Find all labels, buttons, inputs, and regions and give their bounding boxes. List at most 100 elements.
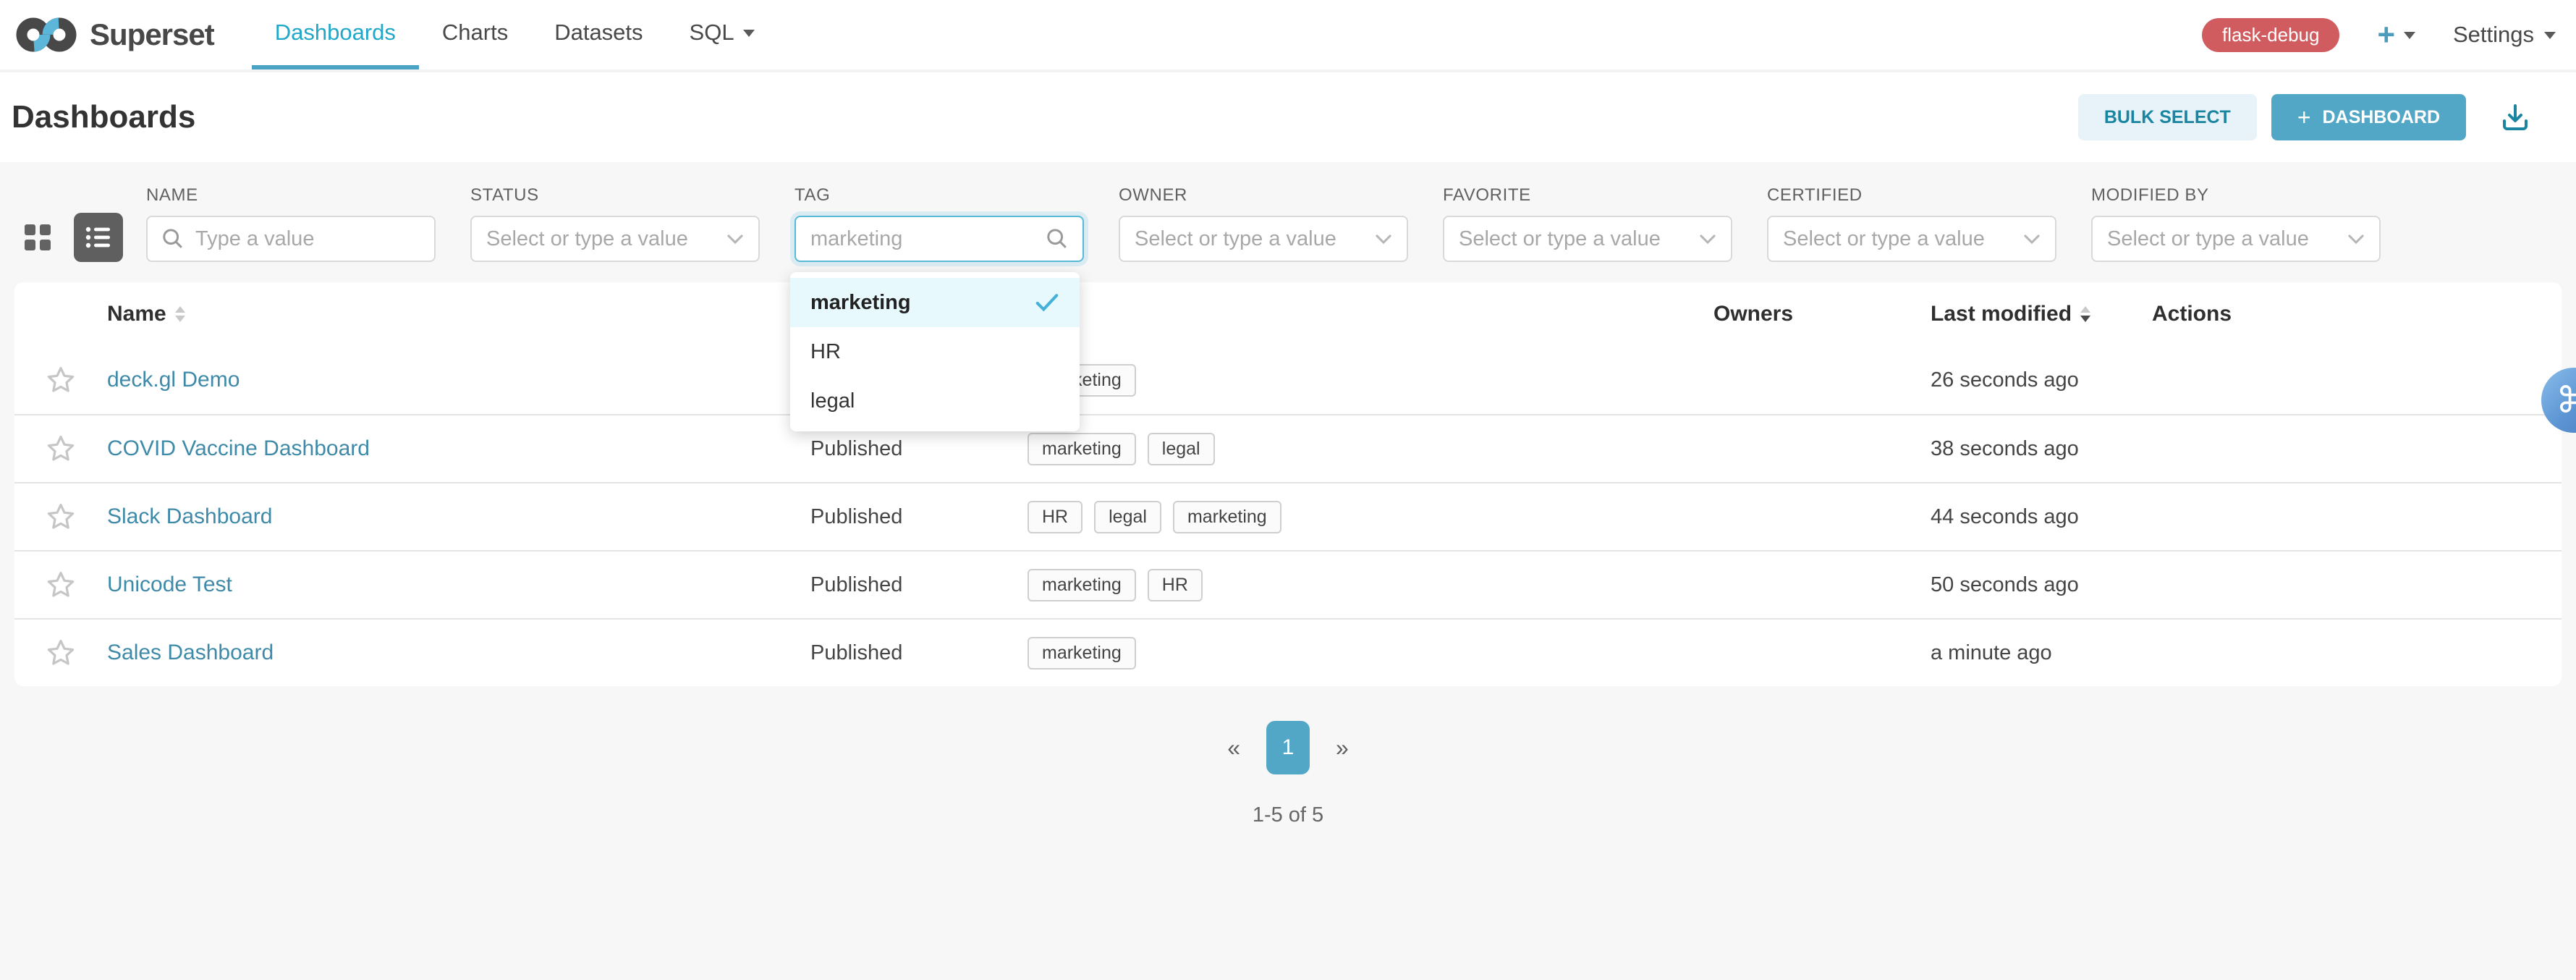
tag-pill[interactable]: marketing xyxy=(1172,500,1281,533)
filter-status-label: STATUS xyxy=(470,185,539,205)
top-navbar: Superset Dashboards Charts Datasets SQL … xyxy=(0,0,2576,72)
list-view-icon xyxy=(85,227,110,248)
sort-icon xyxy=(174,301,185,327)
filter-name-label: NAME xyxy=(146,185,198,205)
favorite-select[interactable]: Select or type a value xyxy=(1443,216,1732,262)
dashboard-link[interactable]: Sales Dashboard xyxy=(107,641,274,664)
superset-logo[interactable]: Superset xyxy=(0,0,232,69)
chevron-down-icon xyxy=(1699,233,1716,245)
favorite-star-icon[interactable] xyxy=(14,366,107,394)
filter-modified-by: MODIFIED BY Select or type a value xyxy=(2091,185,2381,262)
table-row: Slack Dashboard Published HR legal marke… xyxy=(14,482,2562,550)
filter-tag: TAG xyxy=(795,185,1084,262)
nav-item-dashboards[interactable]: Dashboards xyxy=(251,0,419,69)
table-row: deck.gl Demo Published marketing 26 seco… xyxy=(14,346,2562,414)
tag-select-control xyxy=(795,216,1084,262)
card-view-toggle[interactable] xyxy=(25,224,51,250)
table-header-row: Name Owners Last modified Actions xyxy=(14,282,2562,346)
favorite-star-icon[interactable] xyxy=(14,570,107,599)
tag-option-marketing[interactable]: marketing xyxy=(790,278,1080,327)
chevron-down-icon xyxy=(1375,233,1392,245)
status-cell: Published xyxy=(810,573,903,596)
new-dashboard-button[interactable]: + DASHBOARD xyxy=(2271,94,2466,140)
table-row: COVID Vaccine Dashboard Published market… xyxy=(14,414,2562,482)
filter-certified: CERTIFIED Select or type a value xyxy=(1767,185,2056,262)
certified-select[interactable]: Select or type a value xyxy=(1767,216,2056,262)
status-select[interactable]: Select or type a value xyxy=(470,216,760,262)
table-row: Unicode Test Published marketing HR 50 s… xyxy=(14,550,2562,618)
list-view-toggle[interactable] xyxy=(74,213,123,262)
download-icon xyxy=(2498,100,2533,135)
status-cell: Published xyxy=(810,504,903,528)
tag-pill[interactable]: legal xyxy=(1147,432,1215,465)
chevron-down-icon xyxy=(2544,32,2556,45)
brand-name: Superset xyxy=(90,17,215,51)
nav-menu: Dashboards Charts Datasets SQL xyxy=(251,0,778,69)
next-page-button[interactable]: » xyxy=(1336,734,1349,761)
last-modified-cell: 44 seconds ago xyxy=(1931,504,2079,528)
last-modified-cell: a minute ago xyxy=(1931,641,2052,664)
settings-menu[interactable]: Settings xyxy=(2453,22,2556,48)
pagination-summary: 1-5 of 5 xyxy=(1252,803,1324,827)
tag-pill[interactable]: legal xyxy=(1094,500,1161,533)
favorite-star-icon[interactable] xyxy=(14,434,107,463)
nav-item-sql[interactable]: SQL xyxy=(666,0,778,69)
nav-right: flask-debug + Settings xyxy=(2202,0,2576,69)
dashboard-link[interactable]: deck.gl Demo xyxy=(107,368,240,392)
tag-pill[interactable]: HR xyxy=(1147,568,1203,601)
sort-desc-icon xyxy=(2080,301,2091,327)
modified-by-select[interactable]: Select or type a value xyxy=(2091,216,2381,262)
tags-cell: HR legal marketing xyxy=(1028,500,1699,533)
nav-item-datasets[interactable]: Datasets xyxy=(554,20,643,45)
tag-pill[interactable]: marketing xyxy=(1028,568,1136,601)
dashboard-link[interactable]: Unicode Test xyxy=(107,573,232,596)
tags-cell: marketing legal xyxy=(1028,432,1699,465)
tag-option-hr[interactable]: HR xyxy=(810,339,841,363)
environment-badge: flask-debug xyxy=(2202,17,2340,52)
tag-pill[interactable]: marketing xyxy=(1028,636,1136,669)
page-1-button[interactable]: 1 xyxy=(1266,721,1310,774)
status-cell: Published xyxy=(810,641,903,664)
tags-cell: marketing HR xyxy=(1028,568,1699,601)
check-icon xyxy=(1035,292,1059,313)
header-actions: BULK SELECT + DASHBOARD xyxy=(2077,94,2538,140)
chevron-down-icon xyxy=(726,233,744,245)
dashboard-link[interactable]: COVID Vaccine Dashboard xyxy=(107,436,370,460)
nav-item-charts[interactable]: Charts xyxy=(441,20,509,45)
plus-icon: + xyxy=(2377,17,2395,51)
tag-option-legal[interactable]: legal xyxy=(810,389,855,413)
card-view-icon xyxy=(25,224,51,250)
pagination: « 1 » xyxy=(0,721,2576,774)
content-area: NAME STATUS Select or type a value xyxy=(0,162,2576,827)
bulk-select-button[interactable]: BULK SELECT xyxy=(2077,94,2257,140)
search-icon xyxy=(162,228,184,250)
favorite-star-icon[interactable] xyxy=(14,502,107,531)
column-header-last-modified[interactable]: Last modified xyxy=(1916,301,2138,327)
owner-select[interactable]: Select or type a value xyxy=(1119,216,1408,262)
name-search-control xyxy=(146,216,436,262)
name-search-input[interactable] xyxy=(195,227,420,251)
page-header: Dashboards BULK SELECT + DASHBOARD xyxy=(0,72,2576,162)
export-dashboards-button[interactable] xyxy=(2492,94,2538,140)
filter-certified-label: CERTIFIED xyxy=(1767,185,1863,205)
chevron-down-icon xyxy=(2403,32,2415,45)
filter-modified-by-label: MODIFIED BY xyxy=(2091,185,2209,205)
filter-owner: OWNER Select or type a value xyxy=(1119,185,1408,262)
dashboard-link[interactable]: Slack Dashboard xyxy=(107,504,273,528)
prev-page-button[interactable]: « xyxy=(1227,734,1240,761)
tag-pill[interactable]: HR xyxy=(1028,500,1083,533)
tags-cell: marketing xyxy=(1028,636,1699,669)
page-title: Dashboards xyxy=(12,99,196,135)
chevron-down-icon xyxy=(742,30,755,43)
tag-search-input[interactable] xyxy=(810,227,1035,251)
tag-pill[interactable]: marketing xyxy=(1028,432,1136,465)
favorite-star-icon[interactable] xyxy=(14,638,107,667)
superset-logo-icon xyxy=(14,15,78,54)
column-header-name[interactable]: Name xyxy=(107,301,810,327)
filter-name: NAME xyxy=(146,185,436,262)
new-item-menu[interactable]: + xyxy=(2377,20,2415,50)
command-icon: ⌘ xyxy=(2556,379,2576,421)
status-cell: Published xyxy=(810,436,903,460)
tags-cell: marketing xyxy=(1028,363,1699,397)
